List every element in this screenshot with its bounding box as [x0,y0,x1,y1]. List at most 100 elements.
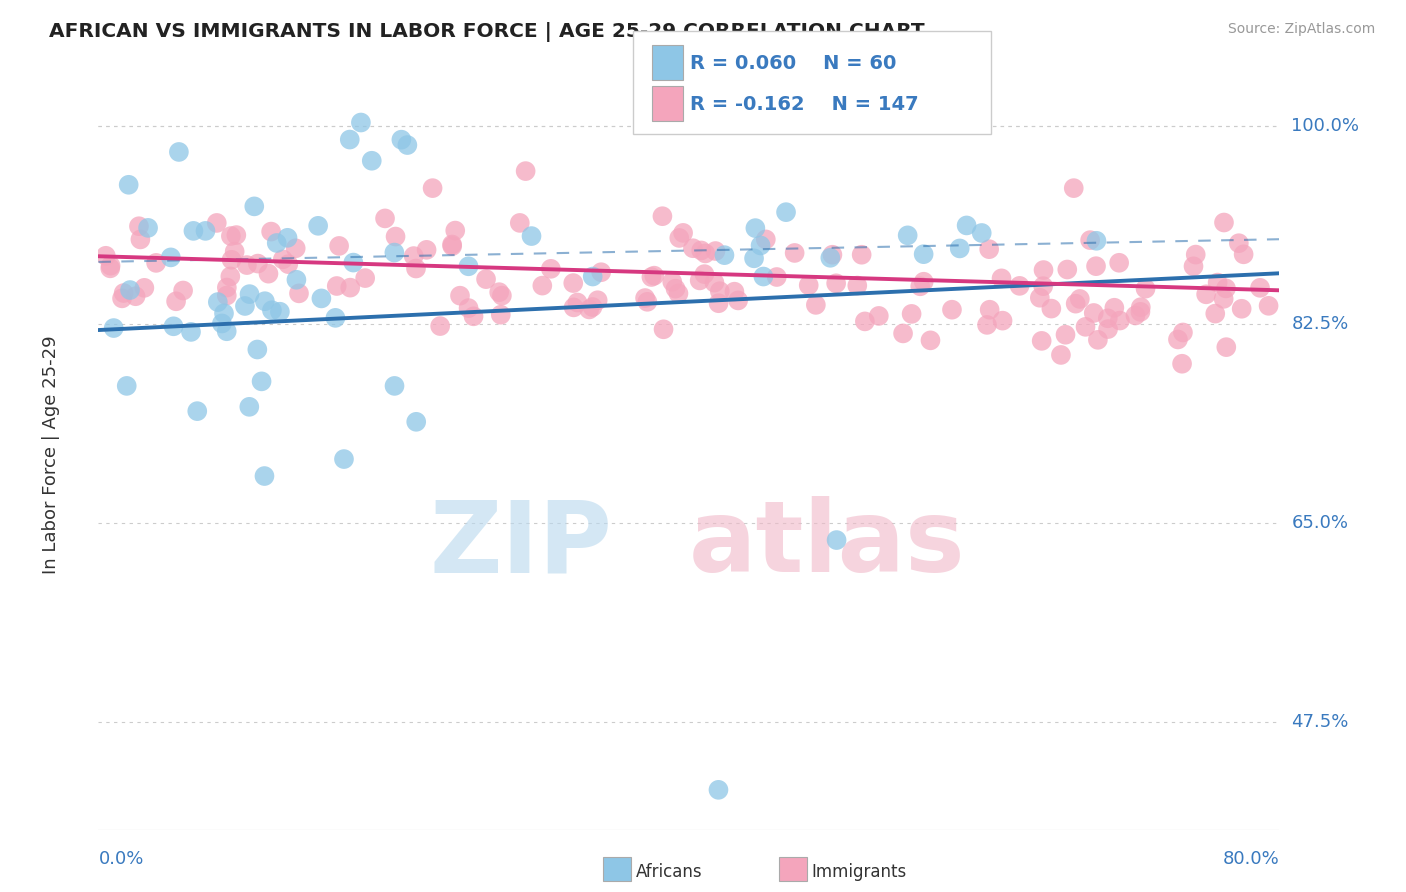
Point [704,244,727,258]
Point [415,243,437,257]
Point [920,334,942,348]
Point [1083,306,1105,320]
Point [941,302,963,317]
Point [1085,234,1108,248]
Point [910,279,932,293]
Point [253,469,276,483]
Point [238,287,260,301]
Point [219,229,242,244]
Point [405,415,427,429]
Point [707,296,730,310]
Point [703,276,725,290]
Point [328,239,350,253]
Point [912,275,935,289]
Point [1227,236,1250,251]
Point [284,241,307,255]
Point [1064,296,1087,310]
Point [207,295,229,310]
Text: 100.0%: 100.0% [1291,117,1360,135]
Point [354,271,377,285]
Point [689,273,711,287]
Point [991,313,1014,327]
Point [441,237,464,252]
Point [475,272,498,286]
Point [749,238,772,252]
Point [1008,278,1031,293]
Point [165,294,187,309]
Point [112,286,135,301]
Point [134,281,156,295]
Point [463,310,485,324]
Point [582,269,605,284]
Point [238,400,260,414]
Point [194,224,217,238]
Point [851,248,873,262]
Text: 0.0%: 0.0% [98,850,143,868]
Point [402,249,425,263]
Point [682,241,704,255]
Point [172,284,194,298]
Point [713,248,735,262]
Point [360,153,382,168]
Point [668,231,690,245]
Point [118,283,141,297]
Point [257,267,280,281]
Point [1230,301,1253,316]
Point [709,284,731,298]
Point [215,288,238,302]
Point [1184,247,1206,261]
Point [342,255,364,269]
Point [457,301,479,315]
Point [211,317,233,331]
Point [634,291,657,305]
Text: In Labor Force | Age 25-29: In Labor Force | Age 25-29 [42,335,60,574]
Point [277,231,299,245]
Point [339,280,361,294]
Point [233,299,256,313]
Point [339,132,361,146]
Point [1032,279,1054,293]
Point [672,226,695,240]
Text: Immigrants: Immigrants [811,863,907,881]
Point [821,248,844,262]
Point [1085,259,1108,273]
Point [1206,276,1229,290]
Point [955,219,977,233]
Point [515,164,537,178]
Point [396,138,419,153]
Point [159,251,181,265]
Point [825,533,848,547]
Point [668,286,690,301]
Text: Source: ZipAtlas.com: Source: ZipAtlas.com [1227,22,1375,37]
Point [1195,287,1218,301]
Point [1063,181,1085,195]
Point [742,252,765,266]
Point [846,278,869,293]
Text: R = 0.060    N = 60: R = 0.060 N = 60 [690,54,897,73]
Point [853,314,876,328]
Text: ZIP: ZIP [429,496,612,593]
Point [205,216,228,230]
Point [586,293,609,308]
Point [652,322,675,336]
Point [1171,357,1194,371]
Point [253,294,276,309]
Point [307,219,329,233]
Point [94,249,117,263]
Point [540,261,562,276]
Point [288,286,311,301]
Point [1032,263,1054,277]
Point [804,298,827,312]
Text: Africans: Africans [636,863,702,881]
Point [897,228,920,243]
Point [1104,301,1126,315]
Point [236,258,259,272]
Point [970,226,993,240]
Point [111,291,134,305]
Point [744,221,766,235]
Point [162,319,184,334]
Point [690,244,713,258]
Point [1078,233,1101,247]
Point [520,229,543,244]
Point [509,216,531,230]
